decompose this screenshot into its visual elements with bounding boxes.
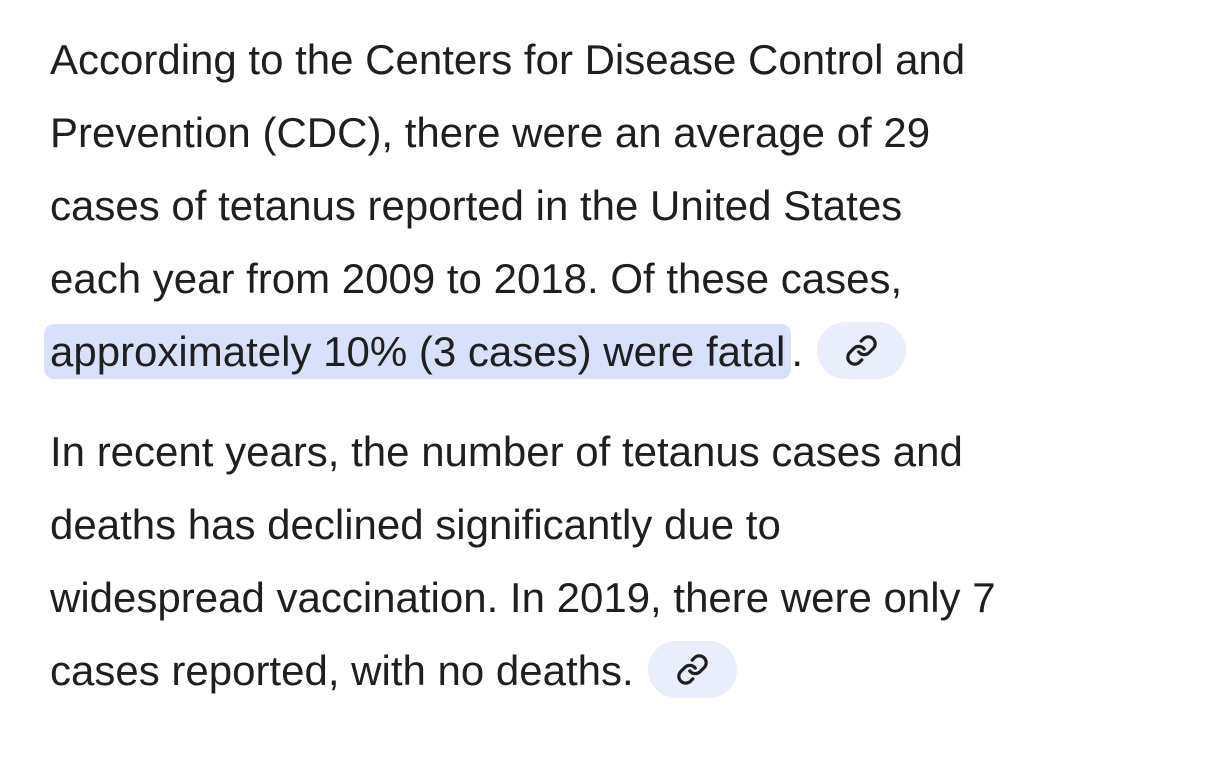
paragraph-2: In recent years, the number of tetanus c… <box>50 415 1185 707</box>
citation-chip-2[interactable] <box>647 641 737 699</box>
paragraph-2-text: In recent years, the number of tetanus c… <box>50 428 996 694</box>
citation-chip-1[interactable] <box>817 322 906 380</box>
link-icon <box>677 654 708 686</box>
answer-content: According to the Centers for Disease Con… <box>44 23 1185 734</box>
paragraph-1-period: . <box>791 328 803 375</box>
highlighted-claim[interactable]: approximately 10% (3 cases) were fatal <box>44 324 792 379</box>
paragraph-1-text: According to the Centers for Disease Con… <box>50 36 966 302</box>
link-icon <box>846 335 877 367</box>
paragraph-1: According to the Centers for Disease Con… <box>44 23 1185 388</box>
